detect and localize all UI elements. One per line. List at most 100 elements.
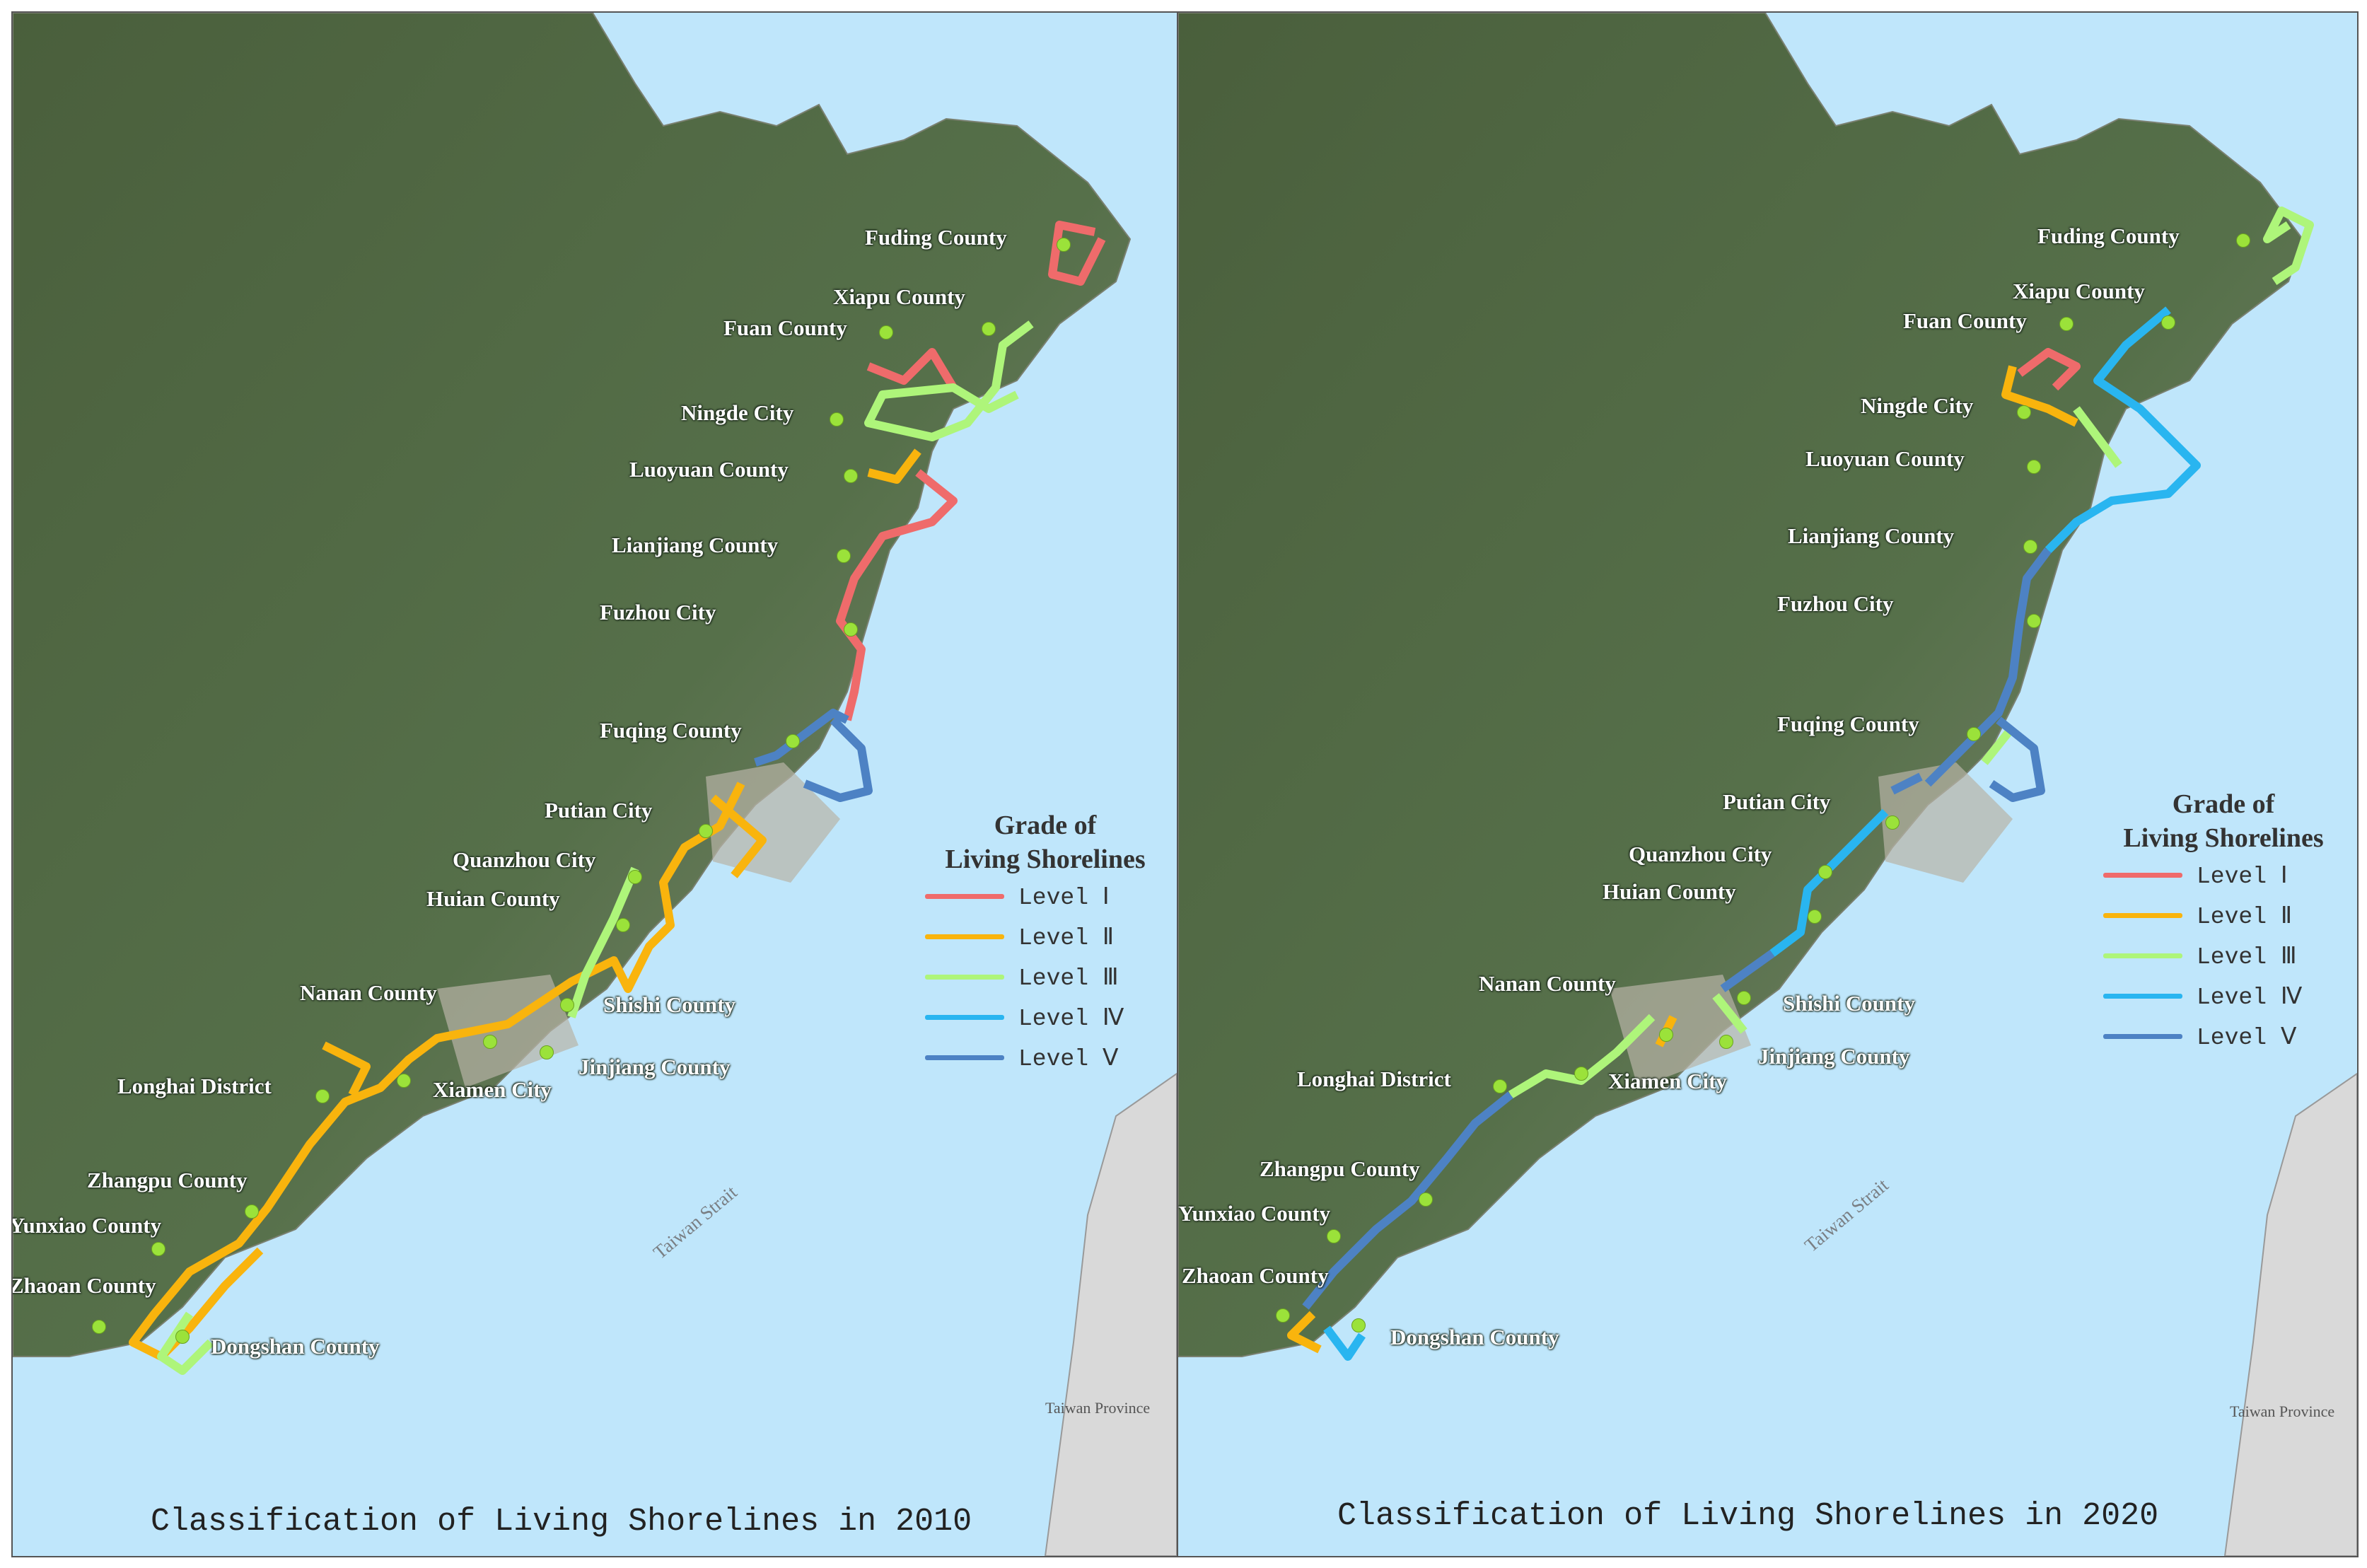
place-label: Fuqing County [600,718,742,743]
site-dot [1276,1308,1290,1323]
site-dot [837,549,851,563]
basemap-2010 [13,13,1177,1556]
legend-swatch-level-5 [2103,1034,2182,1039]
site-dot [1719,1035,1733,1049]
legend-label: Level Ⅲ [1018,965,1119,992]
legend-title-line2: Living Shorelines [2123,823,2324,853]
legend-swatch-level-3 [925,975,1004,980]
site-dot [879,325,893,339]
taiwan-land [1044,1072,1177,1556]
place-label: Luoyuan County [629,457,789,482]
site-dot [786,734,800,748]
site-dot [151,1242,165,1256]
legend-title-line1: Grade of [2172,789,2275,819]
place-label: Xiapu County [833,284,965,309]
legend-item: Level Ⅴ [2103,1016,2344,1057]
legend-item: Level Ⅲ [2103,936,2344,976]
shoreline-level-4 [1323,306,2201,1361]
mainland [1178,13,2304,1357]
urban-patch [1610,975,1751,1088]
site-dot [1967,727,1981,741]
site-dot [1327,1229,1341,1243]
place-label: Ningde City [1861,393,1974,418]
legend-swatch-level-1 [925,894,1004,899]
place-label: Fuzhou City [1777,591,1894,616]
shoreline-level-3 [1508,207,2314,1099]
place-label: Huian County [426,886,560,911]
site-dot [699,824,713,838]
urban-patch [1878,762,2013,883]
taiwan-land [2223,1072,2357,1556]
legend-label: Level Ⅴ [1018,1046,1119,1072]
mainland [13,13,1132,1357]
site-dot [483,1035,497,1049]
legend-label: Level Ⅰ [1018,885,1110,911]
legend-label: Level Ⅰ [2197,864,2288,890]
legend-item: Level Ⅳ [2103,976,2344,1016]
legend-label: Level Ⅳ [2197,985,2303,1011]
shoreline-level-5 [1302,547,2052,1310]
place-label: Fuzhou City [600,600,716,625]
site-dot [2023,540,2037,554]
legend-swatch-level-4 [2103,994,2182,999]
legend-swatch-level-1 [2103,873,2182,878]
legend-item: Level Ⅰ [925,876,1165,917]
place-label: Jinjiang County [578,1055,731,1079]
legend-swatch-level-3 [2103,953,2182,958]
site-dot [245,1204,259,1219]
site-dot [2017,405,2031,419]
legend: Grade of Living Shorelines Level Ⅰ Level… [925,808,1165,1078]
site-dot [1057,238,1071,252]
legend-label: Level Ⅱ [1018,925,1115,951]
legend-title-line1: Grade of [994,811,1097,840]
site-dot [1574,1067,1588,1081]
legend-swatch-level-4 [925,1015,1004,1020]
site-dot [175,1330,190,1344]
place-label: Putian City [545,798,653,823]
legend-swatch-level-5 [925,1055,1004,1060]
place-label: Longhai District [117,1074,272,1098]
place-label: Zhaoan County [1182,1263,1329,1288]
shoreline-level-5 [754,709,873,802]
site-dot [540,1045,554,1059]
site-dot [1419,1192,1433,1207]
place-label: Lianjiang County [1788,523,1955,548]
province-label: Taiwan Province [1045,1399,1151,1417]
shoreline-level-1 [836,221,1106,721]
map-panel-2020: Fuding County Xiapu County Fuan County N… [1177,11,2359,1557]
site-dot [397,1074,411,1088]
place-label: Xiamen City [1608,1069,1727,1093]
site-dot [2027,460,2041,474]
place-label: Fuan County [723,315,847,340]
legend-item: Level Ⅰ [2103,855,2344,895]
place-label: Quanzhou City [1629,842,1772,866]
legend-label: Level Ⅴ [2197,1025,2297,1051]
place-label: Fuding County [2037,223,2180,248]
site-dot [1351,1318,1366,1332]
legend-label: Level Ⅱ [2197,904,2293,930]
place-label: Fuding County [865,225,1007,250]
legend-item: Level Ⅱ [2103,895,2344,936]
site-dot [2027,614,2041,628]
legend-item: Level Ⅱ [925,917,1165,957]
legend-item: Level Ⅴ [925,1038,1165,1078]
site-dot [315,1089,330,1103]
site-dot [628,870,642,884]
map-title: Classification of Living Shorelines in 2… [151,1504,972,1540]
legend-item: Level Ⅲ [925,957,1165,997]
place-label: Quanzhou City [453,847,596,872]
site-dot [2161,315,2175,330]
place-label: Longhai District [1297,1067,1451,1091]
place-label: Zhangpu County [87,1168,248,1192]
legend-swatch-level-2 [925,934,1004,939]
site-dot [982,322,996,336]
site-dot [1818,865,1832,879]
place-label: Luoyuan County [1805,446,1965,471]
place-label: Xiamen City [433,1077,552,1102]
site-dot [560,998,574,1012]
map-panel-2010: Fuding County Xiapu County Fuan County N… [11,11,1178,1557]
legend-item: Level Ⅳ [925,997,1165,1038]
legend: Grade of Living Shorelines Level Ⅰ Level… [2103,787,2344,1057]
place-label: Nanan County [1479,971,1616,996]
site-dot [830,412,844,426]
